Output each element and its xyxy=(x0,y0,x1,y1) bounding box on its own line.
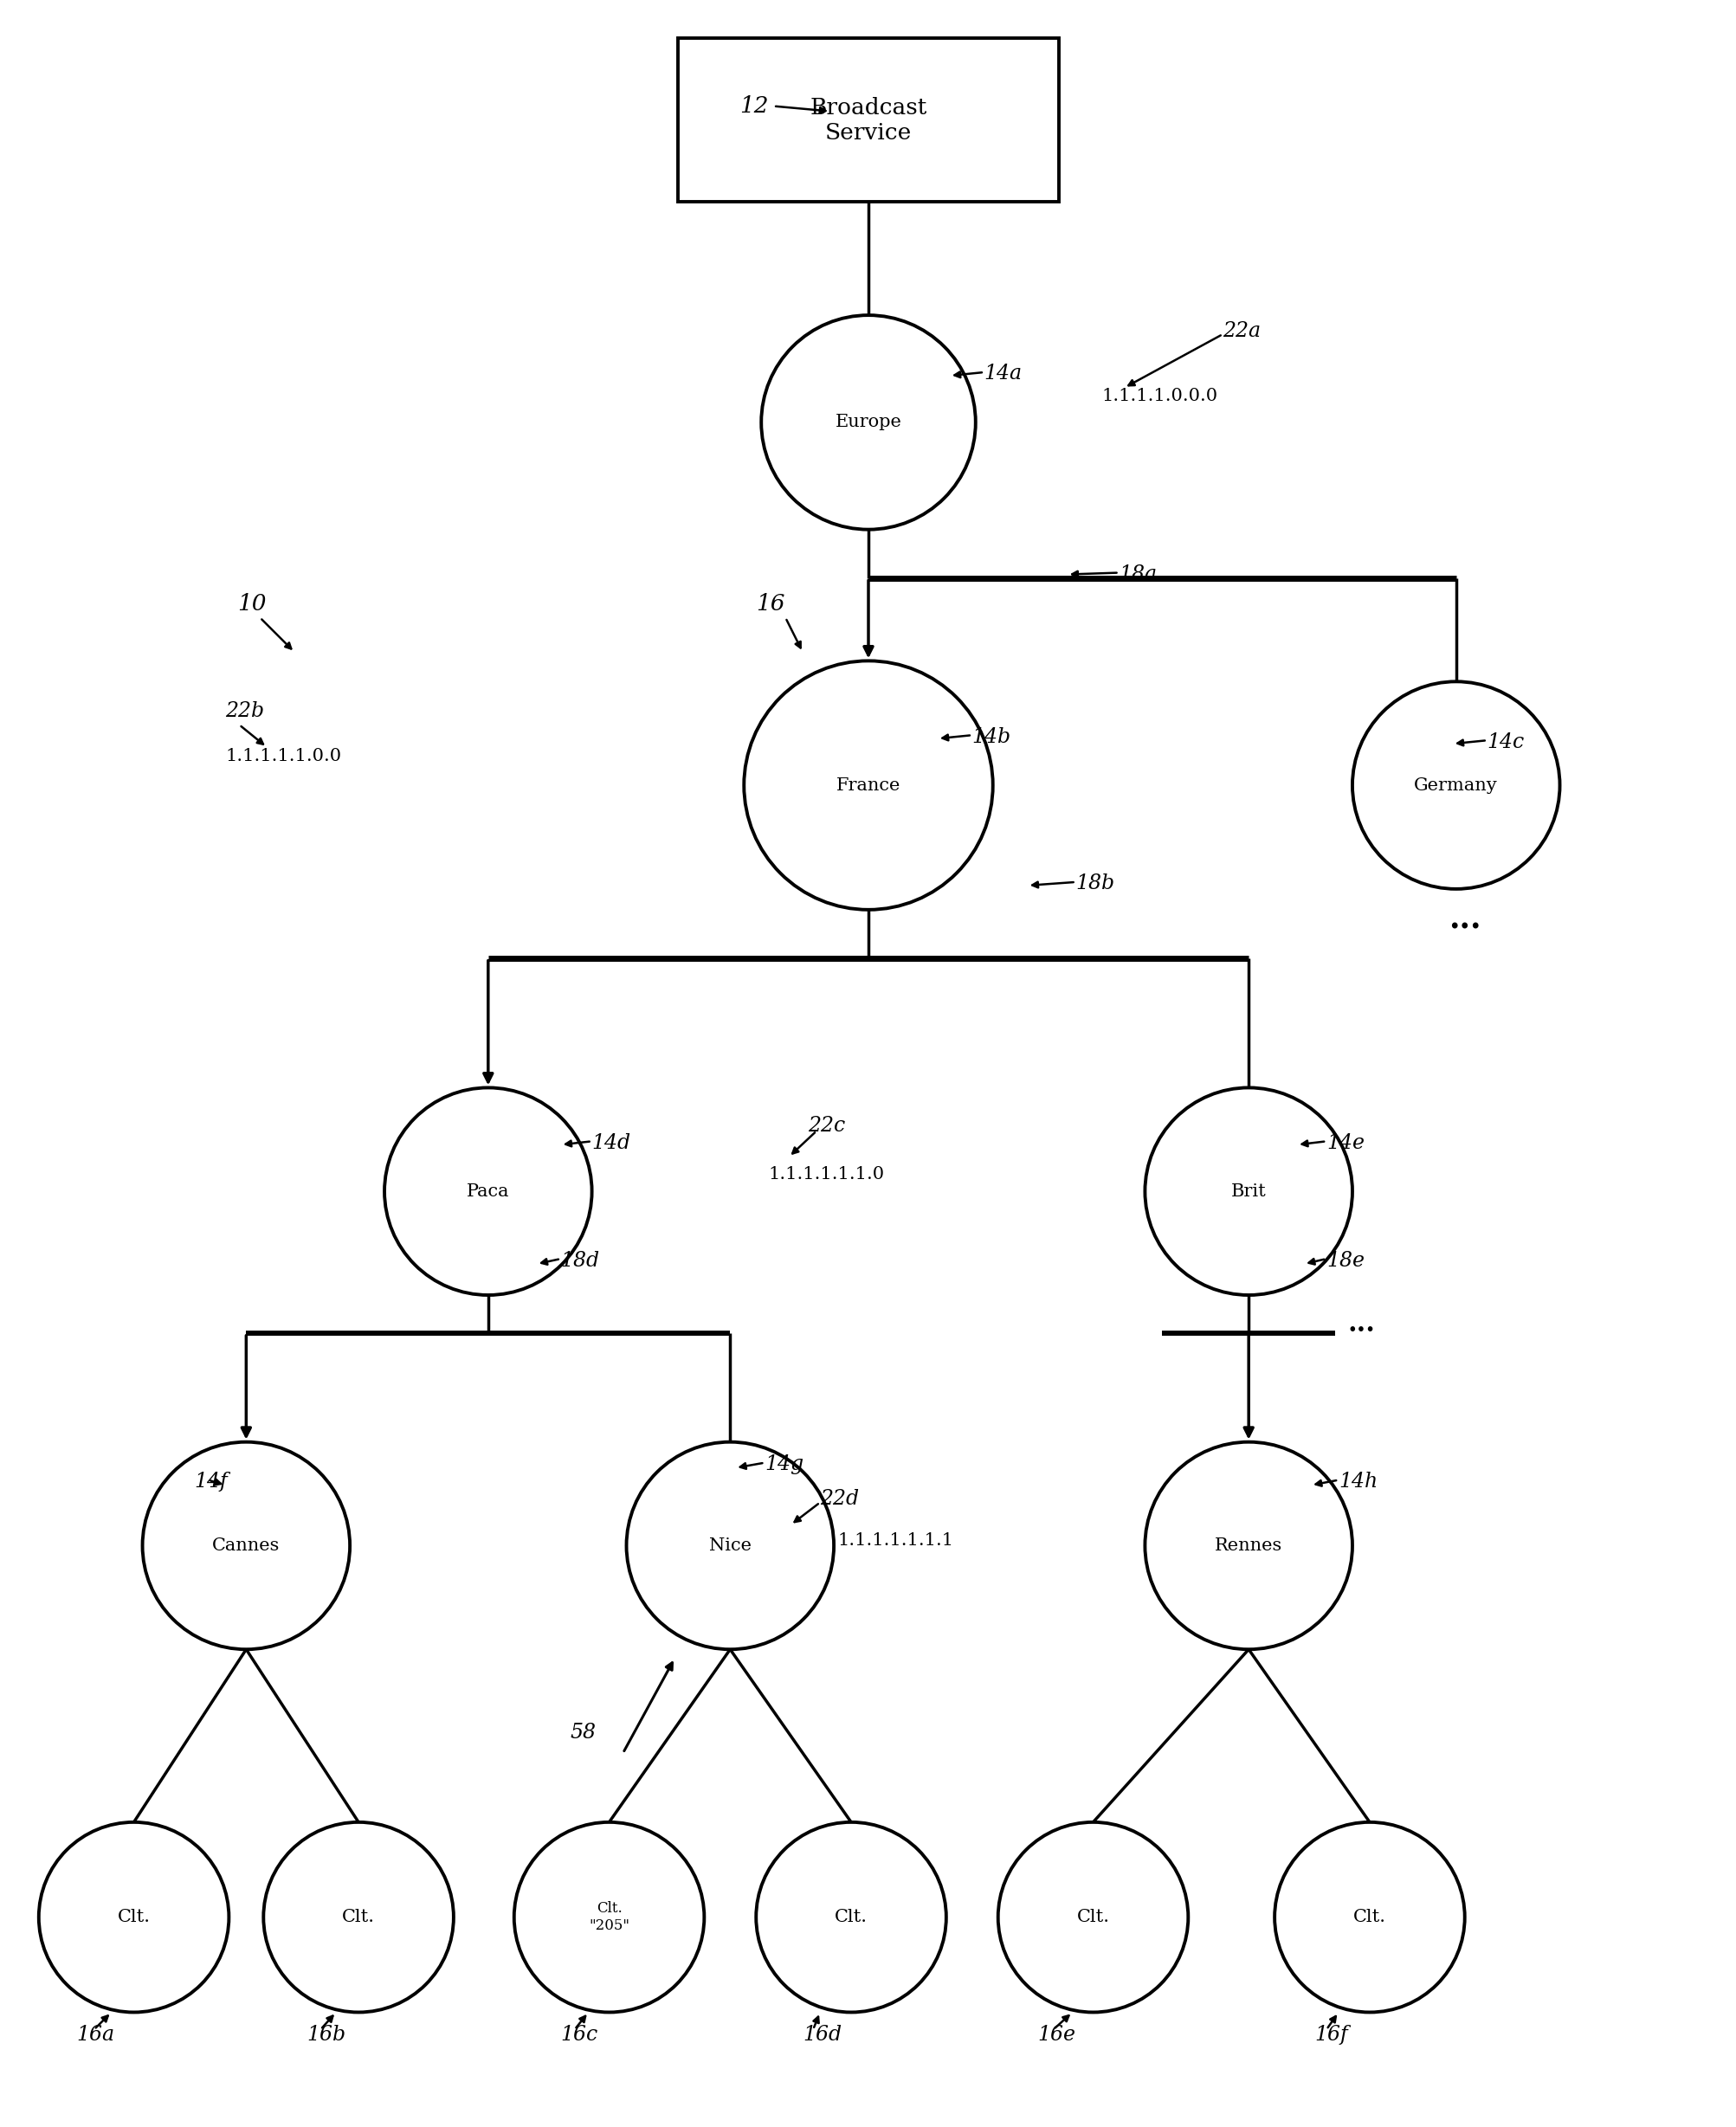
Text: 14h: 14h xyxy=(1338,1472,1377,1491)
Text: 16a: 16a xyxy=(76,2025,115,2044)
Text: Brit: Brit xyxy=(1231,1183,1266,1200)
Text: 18a: 18a xyxy=(1118,564,1156,585)
Text: Clt.
"205": Clt. "205" xyxy=(589,1902,628,1933)
Circle shape xyxy=(1144,1442,1352,1648)
FancyBboxPatch shape xyxy=(679,38,1057,202)
Text: France: France xyxy=(835,776,901,793)
Text: 16f: 16f xyxy=(1314,2025,1347,2044)
Circle shape xyxy=(384,1087,592,1295)
Text: ...: ... xyxy=(1347,1310,1375,1338)
Text: 22a: 22a xyxy=(1222,321,1260,340)
Text: 14a: 14a xyxy=(984,364,1023,383)
Text: 18d: 18d xyxy=(561,1251,599,1270)
Text: Clt.: Clt. xyxy=(1352,1910,1385,1925)
Text: Europe: Europe xyxy=(835,415,901,430)
Text: ...: ... xyxy=(1448,906,1481,934)
Text: Broadcast
Service: Broadcast Service xyxy=(809,96,927,143)
Text: 14c: 14c xyxy=(1486,732,1524,753)
Circle shape xyxy=(1352,681,1559,889)
Text: 58: 58 xyxy=(569,1723,595,1742)
Text: 16d: 16d xyxy=(802,2025,842,2044)
Text: 12: 12 xyxy=(740,96,767,117)
Text: 14b: 14b xyxy=(972,727,1010,747)
Text: 16e: 16e xyxy=(1038,2025,1075,2044)
Text: 1.1.1.1.1.1.0: 1.1.1.1.1.1.0 xyxy=(767,1166,884,1183)
Text: Clt.: Clt. xyxy=(342,1910,375,1925)
Text: 14d: 14d xyxy=(592,1134,630,1153)
Text: 14f: 14f xyxy=(194,1472,227,1491)
Circle shape xyxy=(743,661,993,910)
Text: 14g: 14g xyxy=(764,1455,804,1474)
Text: Clt.: Clt. xyxy=(1076,1910,1109,1925)
Text: Rennes: Rennes xyxy=(1213,1538,1281,1555)
Text: 16b: 16b xyxy=(307,2025,345,2044)
Text: 22c: 22c xyxy=(807,1117,845,1136)
Text: Cannes: Cannes xyxy=(212,1538,279,1555)
Text: 1.1.1.1.1.0.0: 1.1.1.1.1.0.0 xyxy=(226,749,342,764)
Text: Clt.: Clt. xyxy=(118,1910,151,1925)
Circle shape xyxy=(142,1442,349,1648)
Circle shape xyxy=(264,1823,453,2012)
Circle shape xyxy=(760,315,976,530)
Circle shape xyxy=(627,1442,833,1648)
Circle shape xyxy=(38,1823,229,2012)
Circle shape xyxy=(998,1823,1187,2012)
Text: Germany: Germany xyxy=(1413,776,1496,793)
Text: 22b: 22b xyxy=(226,702,264,721)
Text: 18b: 18b xyxy=(1075,874,1115,893)
Text: Paca: Paca xyxy=(467,1183,509,1200)
Circle shape xyxy=(755,1823,946,2012)
Circle shape xyxy=(1274,1823,1463,2012)
Text: 1.1.1.1.1.1.1: 1.1.1.1.1.1.1 xyxy=(837,1531,953,1548)
Text: 1.1.1.1.0.0.0: 1.1.1.1.0.0.0 xyxy=(1101,389,1217,404)
Circle shape xyxy=(514,1823,703,2012)
Text: 10: 10 xyxy=(238,593,266,615)
Text: 16c: 16c xyxy=(561,2025,597,2044)
Text: 18e: 18e xyxy=(1326,1251,1364,1270)
Text: 22d: 22d xyxy=(819,1489,859,1508)
Text: 14e: 14e xyxy=(1326,1134,1364,1153)
Text: 16: 16 xyxy=(755,593,785,615)
Circle shape xyxy=(1144,1087,1352,1295)
Text: Nice: Nice xyxy=(708,1538,752,1555)
Text: Clt.: Clt. xyxy=(835,1910,868,1925)
